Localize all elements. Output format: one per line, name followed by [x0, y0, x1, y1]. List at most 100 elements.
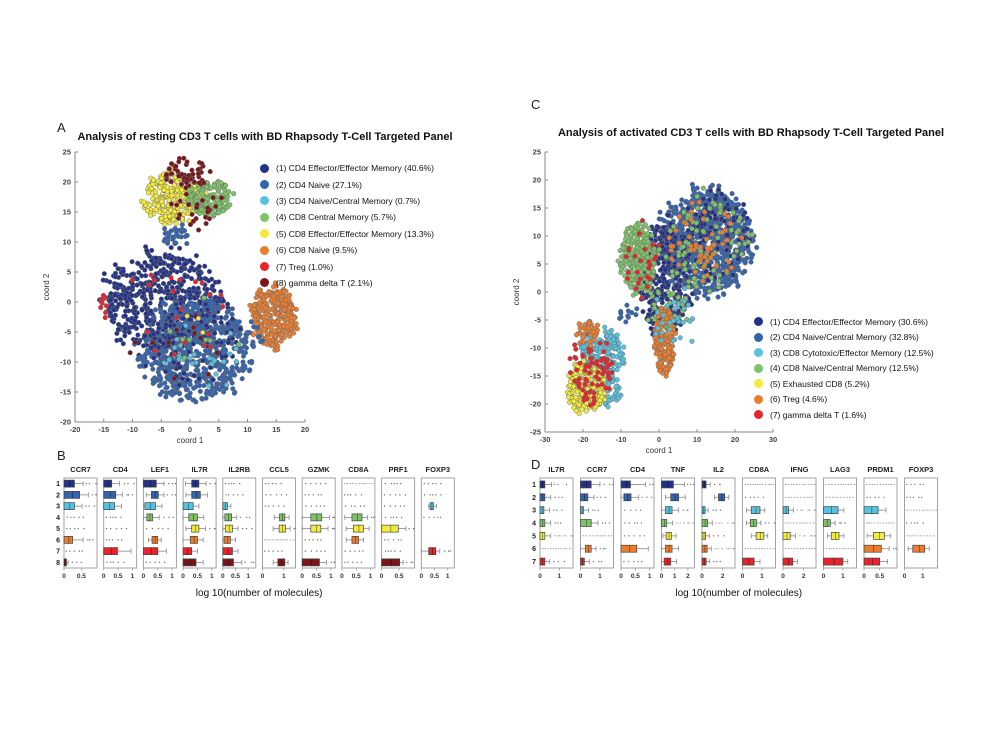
svg-text:10: 10 [693, 435, 701, 444]
svg-text:-20: -20 [530, 400, 541, 409]
svg-text:CD4: CD4 [113, 465, 129, 474]
svg-text:0: 0 [188, 425, 192, 434]
svg-text:CCR7: CCR7 [70, 465, 90, 474]
svg-text:4: 4 [56, 515, 60, 522]
svg-text:25: 25 [63, 148, 71, 157]
legend-color-dot [754, 348, 763, 358]
svg-text:log 10(number of molecules): log 10(number of molecules) [196, 588, 323, 599]
svg-text:0: 0 [102, 573, 106, 580]
svg-text:0.5: 0.5 [394, 573, 403, 580]
svg-text:30: 30 [769, 435, 777, 444]
svg-text:LEF1: LEF1 [151, 465, 169, 474]
legend-item: (6) Treg (4.6%) [754, 392, 934, 408]
svg-text:-25: -25 [530, 428, 541, 437]
legend-item: (7) Treg (1.0%) [260, 258, 434, 274]
panel-b-label: B [57, 448, 66, 463]
svg-text:5: 5 [537, 260, 541, 269]
svg-text:10: 10 [63, 238, 71, 247]
legend-item: (1) CD4 Effector/Effector Memory (40.6%) [260, 160, 434, 176]
svg-text:-15: -15 [60, 388, 71, 397]
legend-item: (2) CD4 Naive (27.1%) [260, 176, 434, 192]
legend-item: (3) CD8 Cytotoxic/Effector Memory (12.5%… [754, 345, 934, 361]
svg-text:-20: -20 [70, 425, 81, 434]
svg-text:IL2RB: IL2RB [228, 465, 250, 474]
svg-text:FOXP3: FOXP3 [426, 465, 451, 474]
panel-a-label: A [57, 120, 66, 135]
svg-text:0: 0 [340, 573, 344, 580]
legend-color-dot [260, 245, 269, 255]
svg-text:1: 1 [446, 573, 450, 580]
svg-text:2: 2 [56, 492, 60, 499]
svg-text:0.5: 0.5 [114, 573, 123, 580]
svg-text:-5: -5 [158, 425, 165, 434]
svg-text:IL7R: IL7R [191, 465, 208, 474]
legend-color-dot [260, 278, 269, 288]
svg-text:0: 0 [300, 573, 304, 580]
svg-text:coord 2: coord 2 [42, 273, 51, 300]
svg-text:PRF1: PRF1 [389, 465, 408, 474]
svg-text:0: 0 [657, 435, 661, 444]
legend-item: (1) CD4 Effector/Effector Memory (30.6%) [754, 314, 934, 330]
svg-text:-15: -15 [530, 372, 541, 381]
legend-color-dot [260, 196, 269, 206]
svg-text:5: 5 [56, 526, 60, 533]
legend-item: (7) gamma delta T (1.6%) [754, 407, 934, 423]
legend-label: (5) Exhausted CD8 (5.2%) [770, 378, 870, 389]
legend-item: (4) CD8 Naive/Central Memory (12.5%) [754, 361, 934, 377]
svg-text:-10: -10 [60, 358, 71, 367]
legend-label: (7) gamma delta T (1.6%) [770, 409, 867, 420]
panel-a-title: Analysis of resting CD3 T cells with BD … [77, 131, 453, 143]
legend-color-dot [260, 229, 269, 239]
legend-label: (7) Treg (1.0%) [276, 261, 334, 272]
legend-color-dot [754, 410, 763, 420]
panel-c-legend: (1) CD4 Effector/Effector Memory (30.6%)… [754, 314, 934, 423]
legend-label: (2) CD4 Naive (27.1%) [276, 179, 362, 190]
svg-text:0: 0 [67, 298, 71, 307]
svg-text:20: 20 [301, 425, 309, 434]
svg-text:coord 1: coord 1 [646, 446, 673, 455]
legend-label: (6) Treg (4.6%) [770, 394, 828, 405]
svg-text:1: 1 [246, 573, 250, 580]
svg-text:1: 1 [369, 573, 373, 580]
legend-label: (3) CD4 Naive/Central Memory (0.7%) [276, 195, 421, 206]
svg-text:CD8A: CD8A [348, 465, 369, 474]
svg-text:0.5: 0.5 [430, 573, 439, 580]
legend-color-dot [754, 394, 763, 404]
legend-color-dot [260, 180, 269, 190]
legend-label: (6) CD8 Naive (9.5%) [276, 245, 358, 256]
svg-text:0: 0 [181, 573, 185, 580]
svg-text:0: 0 [537, 288, 541, 297]
svg-text:-20: -20 [60, 418, 71, 427]
svg-text:15: 15 [533, 204, 541, 213]
svg-text:coord 2: coord 2 [512, 278, 521, 305]
svg-text:0.5: 0.5 [312, 573, 321, 580]
panel-a-legend: (1) CD4 Effector/Effector Memory (40.6%)… [260, 160, 434, 291]
legend-item: (5) CD8 Effector/Effector Memory (13.3%) [260, 226, 434, 242]
svg-text:CCL5: CCL5 [269, 465, 289, 474]
svg-text:0: 0 [142, 573, 146, 580]
scatter-plot-resting: -20 -15 -10 -5 0 5 10 15 20 -20 -15 -10 -5 0 5 10 15 20 25… [42, 148, 309, 446]
legend-item: (4) CD8 Central Memory (5.7%) [260, 209, 434, 225]
legend-color-dot [754, 317, 763, 327]
svg-text:GZMK: GZMK [308, 465, 331, 474]
legend-color-dot [754, 379, 763, 389]
legend-item: (8) gamma delta T (2.1%) [260, 275, 434, 291]
svg-text:0: 0 [221, 573, 225, 580]
legend-label: (1) CD4 Effector/Effector Memory (40.6%) [276, 163, 434, 174]
svg-text:1: 1 [170, 573, 174, 580]
svg-text:1: 1 [210, 573, 214, 580]
svg-text:0: 0 [419, 573, 423, 580]
svg-text:1: 1 [282, 573, 286, 580]
svg-text:-15: -15 [98, 425, 109, 434]
legend-label: (1) CD4 Effector/Effector Memory (30.6%) [770, 316, 928, 327]
svg-text:coord 1: coord 1 [177, 436, 204, 445]
svg-text:10: 10 [243, 425, 251, 434]
legend-label: (5) CD8 Effector/Effector Memory (13.3%) [276, 228, 434, 239]
svg-text:-30: -30 [540, 435, 551, 444]
svg-text:1: 1 [131, 573, 135, 580]
legend-label: (4) CD8 Naive/Central Memory (12.5%) [770, 363, 919, 374]
svg-text:7: 7 [56, 549, 60, 556]
legend-color-dot [754, 332, 763, 342]
legend-item: (5) Exhausted CD8 (5.2%) [754, 376, 934, 392]
